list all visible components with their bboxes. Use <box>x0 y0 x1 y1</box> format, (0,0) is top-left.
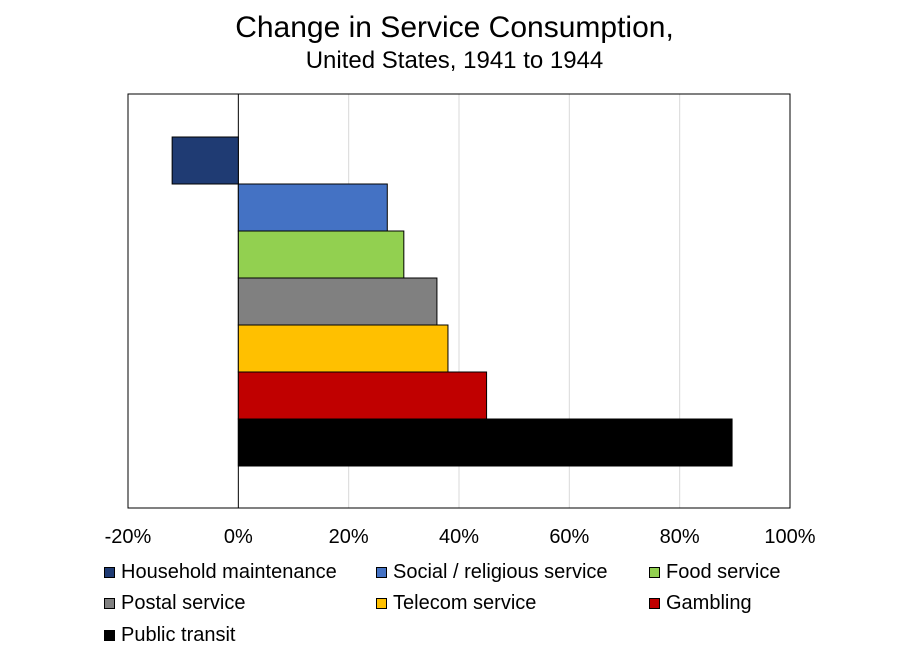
legend-item: Telecom service <box>376 591 536 615</box>
x-axis-ticks: -20% 0% 20% 40% 60% 80% 100% <box>105 526 816 548</box>
legend-swatch <box>376 566 387 578</box>
bar-public-transit <box>237 418 733 467</box>
x-tick-label: 20% <box>329 526 369 548</box>
legend-label: Public transit <box>121 623 236 646</box>
legend-item: Food service <box>649 560 781 584</box>
legend-swatch <box>104 597 115 609</box>
bar-household-maintenance <box>171 136 239 185</box>
bar-social-religious-service <box>237 183 388 232</box>
plot-area-frame <box>127 93 791 509</box>
bars <box>171 136 733 467</box>
legend-label: Social / religious service <box>393 560 608 583</box>
x-tick-label: 60% <box>549 526 589 548</box>
x-tick-label: 0% <box>224 526 253 548</box>
legend-label: Postal service <box>121 591 246 614</box>
bar-telecom-service <box>237 324 449 373</box>
chart-title: Change in Service Consumption, <box>235 11 674 44</box>
bar-postal-service <box>237 277 438 326</box>
legend-item: Gambling <box>649 591 752 615</box>
x-tick-label: 80% <box>660 526 700 548</box>
legend-item: Postal service <box>104 591 246 615</box>
legend-item: Public transit <box>104 623 236 647</box>
chart-subtitle: United States, 1941 to 1944 <box>305 47 604 74</box>
legend-label: Gambling <box>666 591 752 614</box>
bar-gambling <box>237 371 488 420</box>
legend-swatch <box>104 629 115 641</box>
bar-food-service <box>237 230 405 279</box>
legend-swatch <box>649 597 660 609</box>
legend-label: Household maintenance <box>121 560 337 583</box>
legend-label: Telecom service <box>393 591 537 614</box>
x-tick-label: -20% <box>105 526 152 548</box>
legend-swatch <box>376 597 387 609</box>
x-tick-label: 40% <box>439 526 479 548</box>
legend-item: Social / religious service <box>376 560 608 584</box>
legend-item: Household maintenance <box>104 560 337 584</box>
legend-swatch <box>649 566 660 578</box>
chart-plot: -20% 0% 20% 40% 60% 80% 100% <box>105 93 816 548</box>
legend-swatch <box>104 566 115 578</box>
x-tick-label: 100% <box>764 526 815 548</box>
legend-label: Food service <box>666 560 781 583</box>
